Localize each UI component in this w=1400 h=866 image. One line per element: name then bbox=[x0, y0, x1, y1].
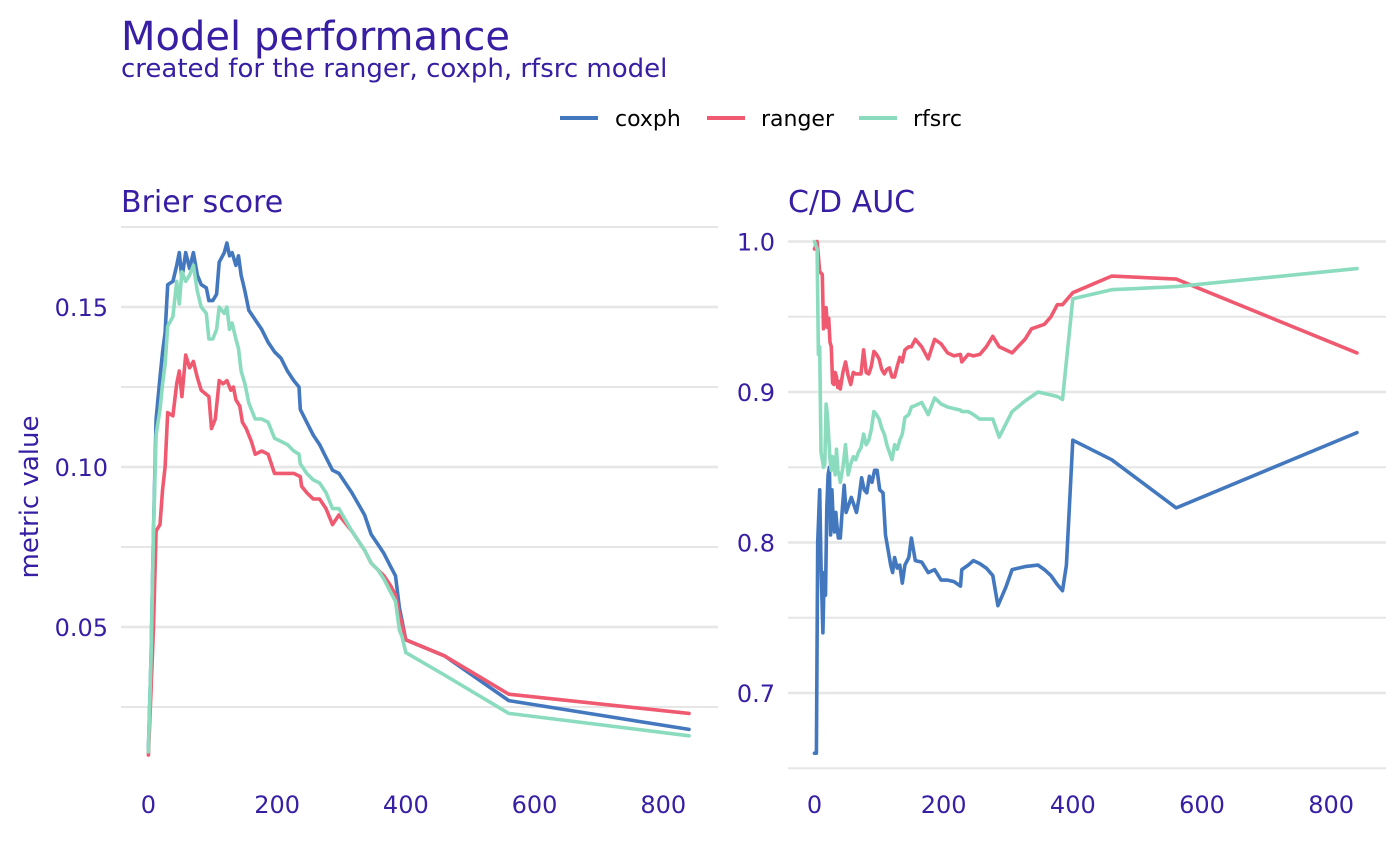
series-line-rfsrc bbox=[146, 263, 691, 754]
panel-cd-auc: C/D AUC 0.7 0.8 0.9 1.0 0 200 400 600 800 bbox=[737, 185, 1386, 819]
y-tick-label: 0.8 bbox=[737, 530, 775, 558]
y-tick-label: 0.15 bbox=[55, 294, 108, 322]
panel-title: Brier score bbox=[121, 185, 283, 220]
x-tick-label: 600 bbox=[512, 791, 558, 819]
y-tick-label: 1.0 bbox=[737, 229, 775, 257]
x-tick-label: 0 bbox=[141, 791, 156, 819]
legend-label-coxph: coxph bbox=[615, 107, 681, 132]
series-line-coxph bbox=[812, 430, 1359, 755]
chart-title: Model performance bbox=[121, 14, 510, 60]
y-tick-label: 0.10 bbox=[55, 454, 108, 482]
x-tick-label: 800 bbox=[640, 791, 686, 819]
series-line-coxph bbox=[146, 241, 691, 751]
panel-title: C/D AUC bbox=[788, 185, 915, 220]
x-tick-label: 200 bbox=[921, 791, 967, 819]
series-line-ranger bbox=[812, 239, 1359, 391]
panel-brier-score: Brier score 0.05 0.10 0.15 0 200 400 600 800 bbox=[55, 185, 718, 819]
x-tick-label: 400 bbox=[383, 791, 429, 819]
x-tick-label: 0 bbox=[807, 791, 822, 819]
chart-subtitle: created for the ranger, coxph, rfsrc mod… bbox=[121, 54, 667, 84]
legend-label-ranger: ranger bbox=[761, 107, 835, 132]
x-tick-label: 400 bbox=[1050, 791, 1096, 819]
x-tick-label: 600 bbox=[1179, 791, 1225, 819]
y-axis-label: metric value bbox=[15, 415, 45, 578]
series-line-ranger bbox=[146, 353, 691, 757]
y-tick-label: 0.05 bbox=[55, 614, 108, 642]
legend: coxph ranger rfsrc bbox=[560, 107, 962, 132]
series-line-rfsrc bbox=[812, 239, 1359, 485]
legend-label-rfsrc: rfsrc bbox=[913, 107, 962, 132]
x-tick-label: 200 bbox=[254, 791, 300, 819]
y-tick-label: 0.9 bbox=[737, 379, 775, 407]
x-tick-label: 800 bbox=[1308, 791, 1354, 819]
y-tick-label: 0.7 bbox=[737, 680, 775, 708]
